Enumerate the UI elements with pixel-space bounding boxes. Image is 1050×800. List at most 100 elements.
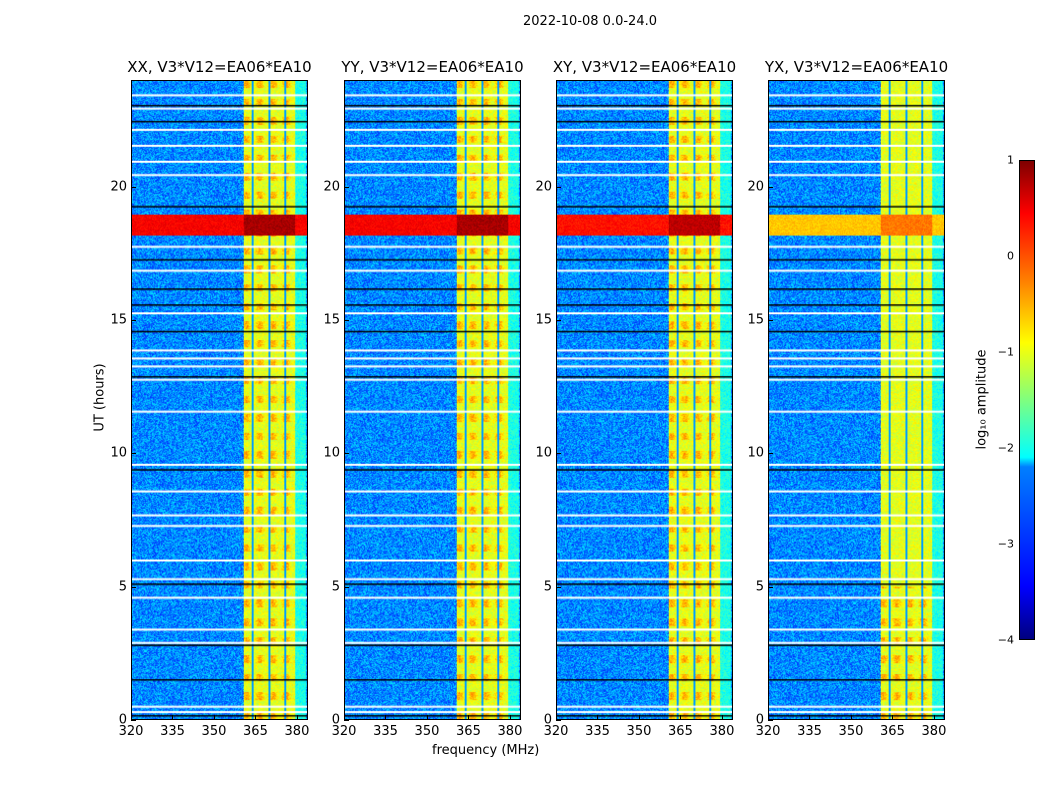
- y-tick-mark: [344, 720, 349, 721]
- y-axis-label: UT (hours): [92, 363, 108, 432]
- x-tick-label: 380: [709, 724, 735, 739]
- x-tick-mark: [721, 715, 723, 720]
- y-tick-label: 10: [110, 445, 127, 461]
- x-tick-mark: [809, 715, 811, 720]
- x-tick-label: 380: [497, 724, 523, 739]
- colorbar-tick-label: −2: [997, 441, 1014, 455]
- y-tick-label: 15: [323, 312, 340, 328]
- x-tick-label: 350: [626, 724, 652, 739]
- y-tick-mark: [344, 186, 349, 188]
- y-tick-mark: [556, 453, 561, 455]
- panel-title: XY, V3*V12=EA06*EA10: [552, 58, 737, 76]
- colorbar-tick-label: −1: [997, 345, 1014, 359]
- x-tick-label: 335: [585, 724, 610, 739]
- x-tick-label: 320: [543, 724, 569, 739]
- x-tick-label: 320: [118, 724, 144, 739]
- x-tick-label: 335: [160, 724, 185, 739]
- y-tick-label: 0: [118, 712, 127, 728]
- x-tick-label: 365: [880, 724, 905, 739]
- y-tick-mark: [556, 186, 561, 188]
- y-tick-mark: [768, 586, 773, 588]
- x-tick-mark: [597, 715, 599, 720]
- y-tick-label: 20: [535, 179, 552, 195]
- x-tick-label: 380: [284, 724, 310, 739]
- y-tick-label: 15: [747, 312, 764, 328]
- y-tick-label: 20: [323, 179, 340, 195]
- y-tick-label: 10: [747, 445, 764, 461]
- y-tick-mark: [768, 320, 773, 321]
- y-tick-mark: [556, 720, 561, 721]
- y-tick-mark: [556, 586, 561, 588]
- y-tick-label: 5: [118, 579, 127, 595]
- y-tick-mark: [344, 453, 349, 455]
- x-tick-label: 365: [668, 724, 693, 739]
- x-tick-mark: [680, 715, 682, 720]
- x-tick-mark: [255, 715, 257, 720]
- x-tick-mark: [556, 715, 557, 720]
- y-tick-mark: [556, 320, 561, 321]
- panel-title: YY, V3*V12=EA06*EA10: [341, 58, 524, 76]
- spectrogram-image: [768, 80, 945, 720]
- x-tick-label: 350: [838, 724, 864, 739]
- y-tick-mark: [131, 186, 136, 188]
- x-tick-label: 335: [797, 724, 822, 739]
- x-tick-mark: [768, 715, 769, 720]
- x-tick-mark: [509, 715, 511, 720]
- x-tick-mark: [131, 715, 132, 720]
- colorbar-tick-label: 1: [1007, 153, 1014, 167]
- y-tick-mark: [131, 586, 136, 588]
- y-tick-label: 0: [543, 712, 552, 728]
- y-tick-label: 5: [543, 579, 552, 595]
- y-tick-label: 15: [535, 312, 552, 328]
- x-tick-label: 320: [755, 724, 781, 739]
- y-tick-mark: [344, 320, 349, 321]
- x-tick-mark: [426, 715, 428, 720]
- x-tick-mark: [468, 715, 470, 720]
- x-tick-label: 320: [331, 724, 357, 739]
- y-tick-label: 5: [331, 579, 340, 595]
- y-tick-label: 10: [535, 445, 552, 461]
- x-tick-label: 365: [456, 724, 481, 739]
- x-tick-label: 380: [921, 724, 947, 739]
- spectrogram-panel-3: XY, V3*V12=EA06*EA10 320 335 350 365 380 0 5 10 1…: [535, 58, 736, 739]
- x-tick-mark: [850, 715, 852, 720]
- spectrogram-image: [131, 80, 308, 720]
- y-tick-mark: [131, 320, 136, 321]
- y-tick-label: 5: [755, 579, 764, 595]
- y-tick-label: 10: [323, 445, 340, 461]
- x-tick-label: 335: [373, 724, 398, 739]
- x-tick-mark: [213, 715, 215, 720]
- spectrogram-panel-2: YY, V3*V12=EA06*EA10 320 335 350 365 380 0 5 10 1…: [323, 58, 523, 739]
- colorbar-label: log₁₀ amplitude: [974, 349, 990, 450]
- spectrogram-image: [556, 80, 733, 720]
- figure-title: 2022-10-08 0.0-24.0: [523, 14, 657, 29]
- x-tick-mark: [892, 715, 894, 720]
- y-tick-mark: [131, 453, 136, 455]
- y-tick-label: 15: [110, 312, 127, 328]
- colorbar-tick-label: −4: [997, 633, 1014, 647]
- spectrogram-image: [344, 80, 521, 720]
- x-tick-label: 350: [201, 724, 227, 739]
- y-tick-mark: [131, 720, 136, 721]
- x-tick-label: 350: [414, 724, 440, 739]
- x-tick-mark: [933, 715, 935, 720]
- colorbar-tick-label: 0: [1007, 249, 1014, 263]
- y-tick-label: 0: [755, 712, 764, 728]
- x-tick-mark: [385, 715, 387, 720]
- y-tick-label: 0: [331, 712, 340, 728]
- y-tick-label: 20: [110, 179, 127, 195]
- x-tick-label: 365: [243, 724, 268, 739]
- spectrogram-panel-4: YX, V3*V12=EA06*EA10 320 335 350 365 380 0 5 10 1…: [747, 58, 948, 739]
- panel-title: YX, V3*V12=EA06*EA10: [764, 58, 949, 76]
- y-tick-mark: [768, 186, 773, 188]
- colorbar-tick-label: −3: [997, 537, 1014, 551]
- x-tick-mark: [344, 715, 345, 720]
- x-tick-mark: [296, 715, 298, 720]
- y-tick-label: 20: [747, 179, 764, 195]
- y-tick-mark: [768, 720, 773, 721]
- y-tick-mark: [768, 453, 773, 455]
- y-tick-mark: [344, 586, 349, 588]
- colorbar: [1019, 160, 1035, 640]
- x-tick-mark: [638, 715, 640, 720]
